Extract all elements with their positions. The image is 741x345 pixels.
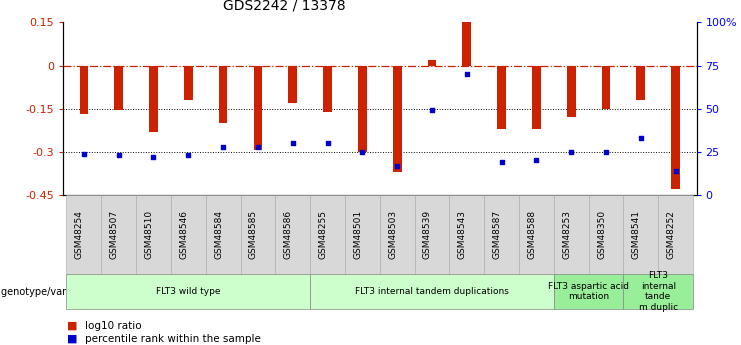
Text: GSM48541: GSM48541 bbox=[632, 210, 641, 259]
Text: GSM48507: GSM48507 bbox=[110, 210, 119, 259]
Point bbox=[496, 159, 508, 165]
Text: GSM48510: GSM48510 bbox=[144, 210, 153, 259]
Text: GSM48587: GSM48587 bbox=[493, 210, 502, 259]
Text: FLT3 wild type: FLT3 wild type bbox=[156, 287, 221, 296]
Text: GSM48252: GSM48252 bbox=[667, 210, 676, 259]
Point bbox=[600, 149, 612, 155]
Point bbox=[565, 149, 577, 155]
Bar bbox=[567, 66, 576, 117]
Text: GSM48350: GSM48350 bbox=[597, 210, 606, 259]
Text: GSM48586: GSM48586 bbox=[284, 210, 293, 259]
Text: GSM48546: GSM48546 bbox=[179, 210, 188, 259]
Bar bbox=[462, 21, 471, 66]
Point bbox=[147, 154, 159, 160]
Text: ■: ■ bbox=[67, 321, 77, 331]
Bar bbox=[219, 66, 227, 123]
Point bbox=[356, 149, 368, 155]
Bar bbox=[393, 66, 402, 172]
Point bbox=[531, 158, 542, 163]
Text: percentile rank within the sample: percentile rank within the sample bbox=[85, 334, 261, 344]
Text: GSM48503: GSM48503 bbox=[388, 210, 397, 259]
Text: ■: ■ bbox=[67, 334, 77, 344]
Point bbox=[287, 140, 299, 146]
Point bbox=[217, 144, 229, 149]
Point bbox=[322, 140, 333, 146]
Bar bbox=[602, 66, 611, 109]
Point bbox=[252, 144, 264, 149]
Bar bbox=[428, 60, 436, 66]
Bar bbox=[637, 66, 645, 100]
Point bbox=[635, 135, 647, 141]
Text: FLT3 internal tandem duplications: FLT3 internal tandem duplications bbox=[355, 287, 509, 296]
Text: GSM48539: GSM48539 bbox=[423, 210, 432, 259]
Text: GSM48543: GSM48543 bbox=[458, 210, 467, 259]
Text: FLT3
internal
tande
m duplic: FLT3 internal tande m duplic bbox=[639, 272, 678, 312]
Text: GSM48255: GSM48255 bbox=[319, 210, 328, 259]
Point bbox=[461, 71, 473, 77]
Bar bbox=[288, 66, 297, 103]
Bar bbox=[323, 66, 332, 111]
Point bbox=[391, 163, 403, 168]
Text: GSM48501: GSM48501 bbox=[353, 210, 362, 259]
Point bbox=[426, 108, 438, 113]
Text: GSM48253: GSM48253 bbox=[562, 210, 571, 259]
Point bbox=[78, 151, 90, 156]
Text: GSM48254: GSM48254 bbox=[75, 210, 84, 259]
Bar bbox=[497, 66, 506, 129]
Bar bbox=[532, 66, 541, 129]
Bar bbox=[114, 66, 123, 110]
Point bbox=[670, 168, 682, 174]
Point bbox=[182, 152, 194, 158]
Bar bbox=[149, 66, 158, 132]
Text: FLT3 aspartic acid
mutation: FLT3 aspartic acid mutation bbox=[548, 282, 629, 301]
Bar bbox=[358, 66, 367, 152]
Text: GSM48585: GSM48585 bbox=[249, 210, 258, 259]
Bar bbox=[184, 66, 193, 100]
Point bbox=[113, 152, 124, 158]
Bar bbox=[253, 66, 262, 150]
Text: genotype/variation  ▶: genotype/variation ▶ bbox=[1, 287, 107, 296]
Text: GDS2242 / 13378: GDS2242 / 13378 bbox=[224, 0, 346, 12]
Bar bbox=[79, 66, 88, 115]
Text: GSM48584: GSM48584 bbox=[214, 210, 223, 259]
Text: GSM48588: GSM48588 bbox=[528, 210, 536, 259]
Text: log10 ratio: log10 ratio bbox=[85, 321, 142, 331]
Bar bbox=[671, 66, 680, 189]
